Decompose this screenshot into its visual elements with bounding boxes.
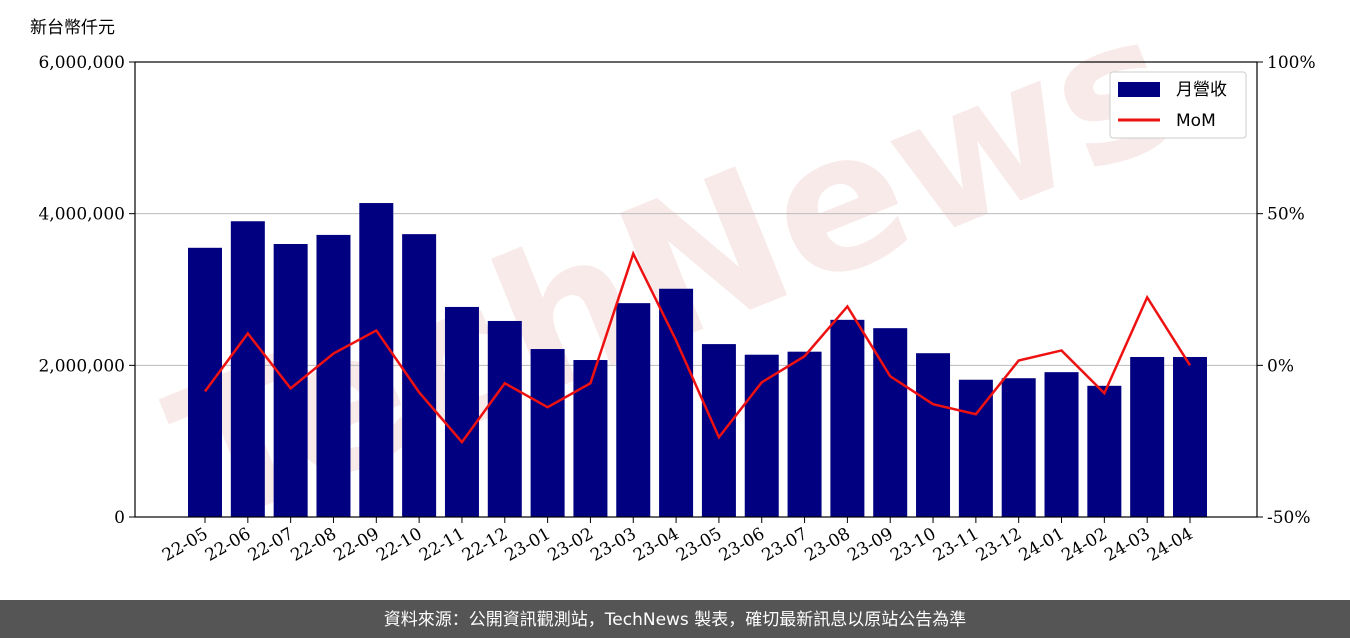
bar (744, 354, 779, 517)
x-tick-label: 23-08 (801, 524, 853, 566)
bar (701, 344, 736, 517)
y-unit-label: 新台幣仟元 (30, 18, 115, 38)
bar (487, 320, 522, 517)
bar (573, 360, 608, 517)
y2-tick-label: 0% (1267, 356, 1294, 376)
x-tick-label: 24-03 (1101, 524, 1153, 566)
bar (830, 319, 865, 517)
y2-tick-label: 50% (1267, 205, 1305, 225)
bar (958, 379, 993, 517)
bar (1130, 356, 1165, 517)
x-tick-label: 23-09 (844, 524, 896, 566)
footer (0, 600, 1350, 638)
bar (1173, 356, 1207, 517)
x-tick-label: 24-02 (1058, 524, 1110, 566)
legend: 月營收 MoM (1109, 71, 1247, 139)
source-note: 資料來源：公開資訊觀測站，TechNews 製表，確切最新訊息以原站公告為準 (384, 610, 966, 630)
y-tick-label: 4,000,000 (38, 205, 125, 225)
x-tick-label: 22-05 (159, 524, 211, 566)
x-tick-label: 23-04 (630, 524, 682, 566)
bar (188, 247, 222, 517)
bar (1044, 372, 1079, 517)
bar (1087, 385, 1122, 517)
x-tick-label: 22-09 (330, 524, 382, 566)
x-tick-label: 23-02 (544, 524, 596, 566)
bar (530, 349, 565, 517)
plot-frame (134, 61, 1258, 518)
bar (273, 244, 308, 517)
x-tick-label: 23-06 (716, 524, 768, 566)
x-tick-label: 23-11 (930, 524, 982, 566)
x-tick-label: 23-01 (502, 524, 554, 566)
bar (916, 353, 951, 517)
x-tick-label: 22-10 (373, 524, 425, 566)
y2-tick-label: -50% (1267, 508, 1311, 528)
bar (316, 234, 351, 517)
legend-label: MoM (1176, 111, 1216, 131)
y-tick-label: 0 (114, 508, 125, 528)
x-tick-label: 23-05 (673, 524, 725, 566)
bar (616, 303, 651, 517)
x-tick-label: 22-11 (416, 524, 468, 566)
mom-line (203, 250, 1192, 445)
x-tick-label: 23-10 (887, 524, 939, 566)
bar (444, 306, 479, 517)
y2-tick-label: 100% (1267, 53, 1316, 73)
x-tick-label: 24-04 (1144, 524, 1196, 566)
x-tick-label: 24-01 (1016, 524, 1068, 566)
legend-swatch (1118, 82, 1160, 97)
x-tick-label: 23-03 (587, 524, 639, 566)
y-tick-label: 6,000,000 (38, 53, 125, 73)
x-tick-label: 23-07 (759, 524, 811, 566)
x-tick-label: 22-12 (459, 524, 511, 566)
legend-label: 月營收 (1176, 80, 1227, 100)
bar (659, 288, 694, 517)
bar (1001, 378, 1036, 517)
x-tick-label: 23-12 (973, 524, 1025, 566)
bar (359, 203, 394, 518)
y-tick-label: 2,000,000 (38, 356, 125, 376)
bar (230, 221, 265, 517)
bar (787, 351, 822, 517)
